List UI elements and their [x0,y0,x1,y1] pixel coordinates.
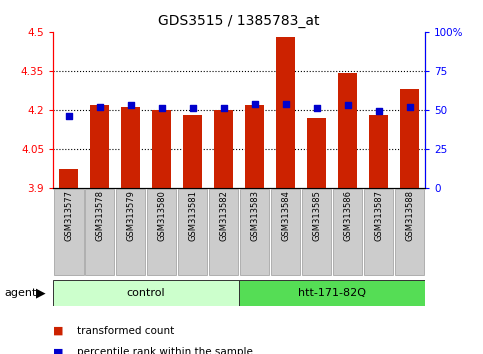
Bar [147,188,176,275]
Bar [395,188,425,275]
Text: ■: ■ [53,347,64,354]
Bar [364,188,394,275]
Text: GSM313587: GSM313587 [374,190,383,241]
Bar [184,115,202,188]
Text: ▶: ▶ [36,286,46,299]
Text: GSM313583: GSM313583 [250,190,259,241]
Point [127,102,134,108]
Bar [116,188,145,275]
Text: GSM313588: GSM313588 [405,190,414,241]
Point [375,108,383,114]
Bar [152,110,171,188]
Point [96,104,103,109]
Text: GSM313579: GSM313579 [126,190,135,241]
Text: GSM313586: GSM313586 [343,190,352,241]
Bar [245,104,264,188]
Bar [276,37,295,188]
Bar [214,110,233,188]
Text: control: control [127,288,165,298]
Bar [209,188,239,275]
Point [220,105,227,111]
Point [406,104,413,109]
Point [344,102,352,108]
Text: GSM313585: GSM313585 [312,190,321,241]
Text: GSM313581: GSM313581 [188,190,197,241]
Bar [121,107,140,188]
Text: ■: ■ [53,326,64,336]
Bar [53,280,239,306]
Bar [85,188,114,275]
Text: GSM313582: GSM313582 [219,190,228,241]
Bar [239,280,425,306]
Point [65,113,72,119]
Text: htt-171-82Q: htt-171-82Q [298,288,366,298]
Text: percentile rank within the sample: percentile rank within the sample [77,347,253,354]
Bar [400,89,419,188]
Text: GSM313578: GSM313578 [95,190,104,241]
Bar [270,188,300,275]
Title: GDS3515 / 1385783_at: GDS3515 / 1385783_at [158,14,320,28]
Bar [240,188,270,275]
Text: GSM313580: GSM313580 [157,190,166,241]
Bar [90,104,109,188]
Text: transformed count: transformed count [77,326,174,336]
Text: GSM313584: GSM313584 [281,190,290,241]
Bar [302,188,331,275]
Point [251,101,258,106]
Point [313,105,320,111]
Bar [59,170,78,188]
Bar [333,188,362,275]
Text: agent: agent [5,288,37,298]
Text: GSM313577: GSM313577 [64,190,73,241]
Bar [54,188,84,275]
Bar [307,118,326,188]
Point [158,105,166,111]
Point [189,105,197,111]
Bar [178,188,208,275]
Bar [338,73,357,188]
Point [282,101,289,106]
Bar [369,115,388,188]
